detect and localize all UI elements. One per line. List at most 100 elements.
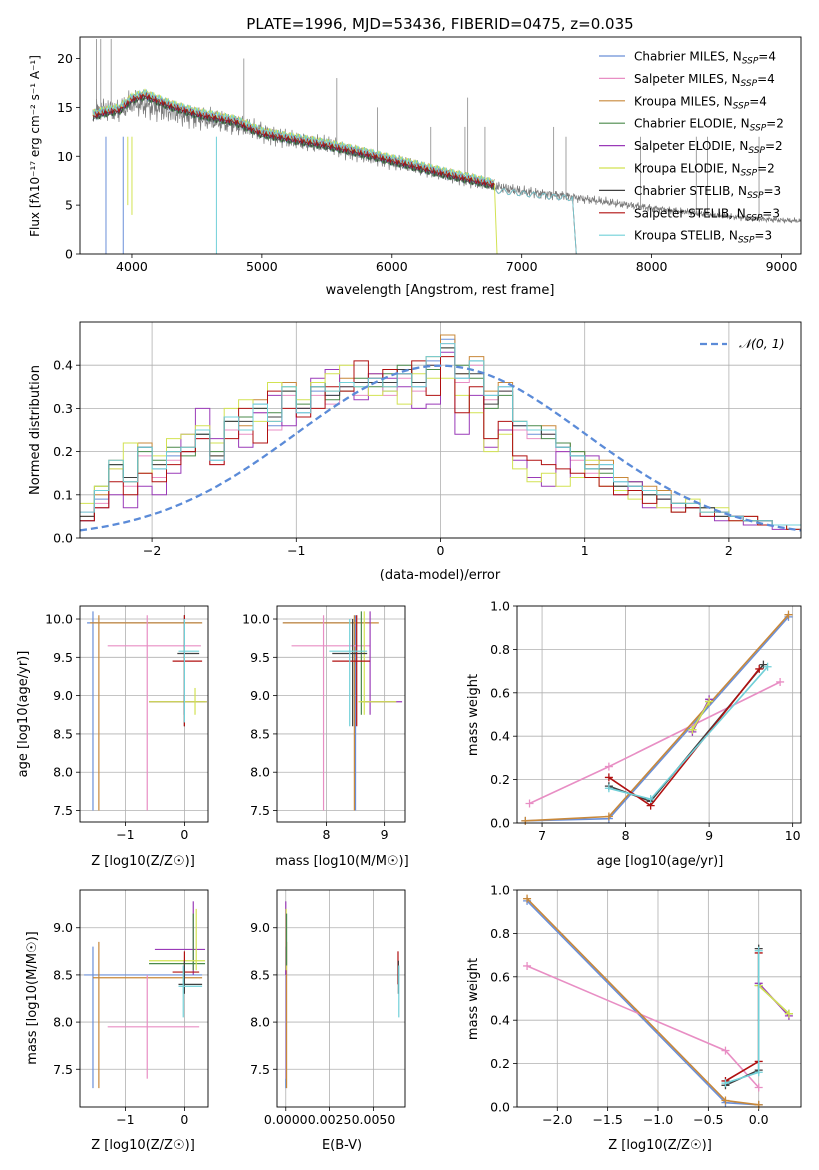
legend-label-count: =2 [766,117,784,131]
ageZ-ytick-label: 7.5 [53,803,73,818]
legend-label-subscript: SSP [750,124,767,134]
spectrum-xtick-label: 4000 [116,259,148,274]
weight-marker [604,773,613,782]
weight-marker [688,725,697,734]
weightAge-frame [516,605,802,824]
legend-label-subscript: SSP [738,236,755,246]
weight-marker [721,1096,730,1105]
residuals-ytick-label: 0.0 [53,531,73,546]
massEbv-axes: 0.0000 0.0025 0.0050 7.5 8.0 8.5 9.0 [250,890,405,1127]
massZ-xtick-label: 0 [180,1112,188,1127]
spectrum-xtick-label: 7000 [506,259,538,274]
ageMass-frame [276,605,406,823]
weightZ-ytick-label: 0.0 [490,1100,510,1115]
ageMass-xtick-label: 8 [322,827,330,842]
weight-marker [525,799,534,808]
weight-line [691,701,710,731]
weightAge-ytick-label: 0.4 [490,729,510,744]
spectrum-ytick-label: 10 [57,149,73,164]
model-spectrum [92,88,495,185]
legend-label-main: Salpeter ELODIE, N [634,139,748,153]
spectrum-lines [92,38,801,254]
massZ-ytick-label: 7.5 [53,1062,73,1077]
weight-marker [754,1083,763,1092]
ageZ-marks [87,611,207,811]
mass-z-xlabel: Z [log10(Z/Z☉)] [91,1138,195,1153]
ageZ-ytick-label: 8.5 [53,726,73,741]
ageMass-marks [282,611,403,811]
legend-label: Salpeter MILES, NSSP=4 [634,72,775,89]
legend-label-subscript: SSP [747,191,764,201]
spectrum-xtick-label: 6000 [376,259,408,274]
weight-line [725,952,760,1082]
legend-label-subscript: SSP [748,146,765,156]
residuals-ytick-label: 0.4 [53,358,73,373]
ageMass-ytick-label: 9.0 [250,688,270,703]
weight-marker [646,795,655,804]
weight-line [529,681,781,805]
ageMass-ytick-label: 7.5 [250,803,270,818]
residuals-frame [79,321,802,539]
weightAge-ytick-label: 0.8 [490,642,510,657]
massZ-ytick-label: 9.0 [53,920,73,935]
ageZ-axes: −1 0 7.5 8.0 8.5 9.0 9.5 10.0 [45,606,208,842]
weight-marker [754,946,763,955]
legend-label: Chabrier STELIB, NSSP=3 [634,184,781,201]
legend-label-main: Kroupa STELIB, N [634,229,738,243]
legend-label-subscript: SSP [741,169,758,179]
weight-z-xlabel: Z [log10(Z/Z☉)] [608,1138,712,1153]
legend-label: Kroupa MILES, NSSP=4 [634,94,767,111]
weight-marker [784,1009,793,1018]
ageZ-ytick-label: 9.5 [53,650,73,665]
spectrum-ytick-label: 15 [57,100,73,115]
spectrum-axes: 4000 5000 6000 7000 8000 9000 0 5 10 15 20 [57,51,797,274]
weightAge-xtick-label: 9 [705,828,713,843]
ageMass-axes: 8 9 7.5 8.0 8.5 9.0 9.5 10.0 [242,606,405,842]
weightAge-series [521,610,793,825]
ageMass-ytick-label: 8.5 [250,726,270,741]
massEbv-xtick-label: 0.0025 [308,1112,352,1127]
massZ-frame [79,889,209,1108]
weight-line [758,984,790,1015]
mass-z-ylabel: mass [log10(M/M☉)] [25,931,40,1064]
residuals-xtick-label: −2 [143,543,161,558]
weight-line [526,965,760,1089]
legend-label: Kroupa ELODIE, NSSP=2 [634,162,775,179]
legend-label-subscript: SSP [742,57,759,67]
residuals-ytick-label: 0.1 [53,487,73,502]
weight-marker [759,660,768,669]
weight-marker [754,1100,763,1109]
ageMass-xtick-label: 9 [381,827,389,842]
legend-label-subscript: SSP [741,79,758,89]
legend-label: Kroupa STELIB, NSSP=3 [634,229,772,246]
massEbv-frame [276,889,406,1108]
weight-line [526,900,759,1106]
spectrum-ytick-label: 0 [65,247,73,262]
weight-marker [521,816,530,825]
residuals-xtick-label: 1 [581,543,589,558]
weightZ-xtick-label: 0.0 [749,1112,769,1127]
model-spectrum [92,91,495,188]
massEbv-xtick-label: 0.0000 [264,1112,308,1127]
residuals-xtick-label: −1 [287,543,305,558]
normal-legend-label: 𝒩(0, 1) [739,336,785,351]
legend-label-subscript: SSP [746,213,763,223]
spectrum-ytick-label: 5 [65,198,73,213]
ageZ-xtick-label: 0 [180,827,188,842]
spectrum-xtick-label: 5000 [246,259,278,274]
weight-marker [705,697,714,706]
weightAge-ytick-label: 0.2 [490,772,510,787]
ageZ-xtick-label: −1 [116,827,134,842]
residual-hists [80,334,801,532]
weight-z-ylabel: mass weight [466,958,481,1040]
ageMass-ytick-label: 10.0 [242,612,270,627]
age-z-ylabel: age [log10(age/yr)] [16,651,31,778]
massEbv-marks [285,901,400,1089]
weightZ-ytick-label: 0.2 [490,1056,510,1071]
massZ-ytick-label: 8.0 [53,1015,73,1030]
weightAge-ytick-label: 0.0 [490,816,510,831]
legend-label-main: Kroupa ELODIE, N [634,162,741,176]
model-spectrum-cutoff [493,184,498,254]
